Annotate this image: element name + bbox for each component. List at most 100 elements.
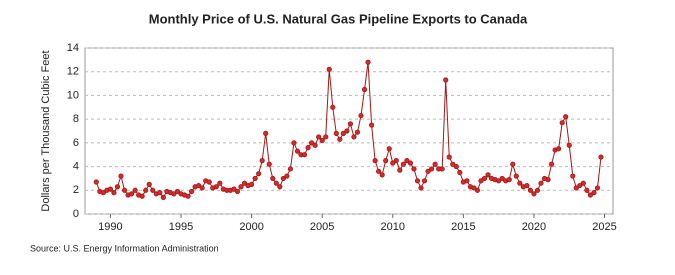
y-tick-label: 8	[73, 113, 79, 125]
data-point	[566, 142, 572, 148]
data-point	[474, 187, 481, 193]
data-point	[199, 185, 205, 191]
data-point	[457, 169, 463, 176]
data-point	[248, 181, 255, 187]
data-point	[390, 160, 396, 166]
x-tick-label: 2015	[451, 221, 475, 233]
data-point	[506, 177, 512, 183]
data-point	[531, 191, 537, 197]
data-point	[439, 166, 445, 172]
data-point	[174, 188, 181, 195]
data-point	[150, 187, 156, 193]
data-point	[418, 185, 424, 191]
x-tick-label: 1990	[98, 221, 122, 233]
data-point	[397, 167, 403, 173]
data-point	[308, 140, 315, 146]
data-point	[414, 178, 421, 184]
data-point	[330, 104, 336, 110]
source: Source: U.S. Energy Information Administ…	[30, 243, 219, 253]
data-point	[481, 175, 488, 182]
data-point	[379, 172, 385, 178]
data-point	[358, 112, 364, 119]
data-point	[450, 161, 456, 167]
data-point	[351, 134, 357, 140]
data-point	[411, 166, 417, 172]
data-point	[273, 180, 279, 186]
data-point	[425, 168, 431, 174]
data-point	[538, 180, 544, 186]
data-point	[527, 187, 534, 193]
data-point	[319, 137, 325, 144]
data-point	[188, 188, 195, 195]
data-point	[118, 173, 124, 179]
data-point	[556, 146, 562, 152]
y-tick-label: 12	[67, 66, 79, 78]
data-point	[340, 130, 346, 136]
data-point	[231, 186, 237, 192]
data-point	[545, 177, 551, 183]
data-point	[534, 187, 541, 193]
data-point	[146, 181, 152, 187]
data-point	[252, 175, 258, 182]
data-point	[347, 121, 354, 127]
data-point	[400, 161, 406, 167]
data-point	[496, 178, 502, 184]
data-point	[407, 160, 414, 166]
data-point	[386, 146, 392, 152]
data-point	[171, 191, 177, 197]
data-point	[217, 180, 223, 186]
data-point	[213, 184, 219, 190]
data-point	[291, 140, 297, 146]
data-point	[446, 154, 452, 160]
x-tick-label: 2020	[522, 221, 546, 233]
y-tick-label: 10	[67, 89, 79, 101]
data-point	[114, 184, 121, 190]
data-point	[160, 194, 166, 200]
data-point	[421, 178, 428, 184]
data-point	[344, 128, 350, 134]
data-point	[485, 172, 491, 178]
data-point	[280, 175, 286, 182]
data-point	[548, 161, 555, 167]
data-point	[196, 182, 202, 189]
data-point	[266, 161, 272, 167]
data-point	[287, 166, 294, 172]
y-axis-label: Dollars per Thousand Cubic Feet	[40, 50, 52, 211]
data-point	[100, 190, 106, 196]
data-point	[241, 180, 248, 186]
x-tick-label: 2005	[310, 221, 334, 233]
data-point	[284, 173, 290, 179]
data-point	[365, 59, 371, 65]
chart-title: Monthly Price of U.S. Natural Gas Pipeli…	[149, 11, 528, 26]
data-point	[368, 122, 375, 128]
data-point	[517, 180, 523, 186]
x-tick-label: 2010	[381, 221, 405, 233]
y-tick-label: 6	[73, 137, 79, 149]
data-point	[428, 166, 435, 172]
x-tick-label: 2025	[592, 221, 616, 233]
data-point	[383, 158, 389, 164]
data-point	[559, 120, 565, 126]
data-point	[464, 178, 470, 184]
data-point	[453, 163, 459, 170]
data-point	[111, 190, 117, 196]
data-point	[598, 154, 604, 160]
data-point	[270, 175, 276, 182]
data-point	[354, 129, 361, 135]
data-point	[432, 161, 438, 167]
data-point	[312, 142, 318, 148]
data-point	[376, 168, 382, 174]
data-point	[404, 158, 410, 164]
data-point	[361, 86, 368, 93]
data-point	[128, 191, 135, 197]
data-point	[510, 161, 516, 167]
data-point	[93, 179, 99, 185]
data-point	[591, 190, 597, 196]
data-point	[185, 193, 191, 199]
data-point	[238, 184, 244, 190]
data-point	[584, 187, 590, 193]
data-point	[316, 134, 322, 140]
data-point	[580, 180, 586, 186]
data-point	[259, 158, 265, 164]
